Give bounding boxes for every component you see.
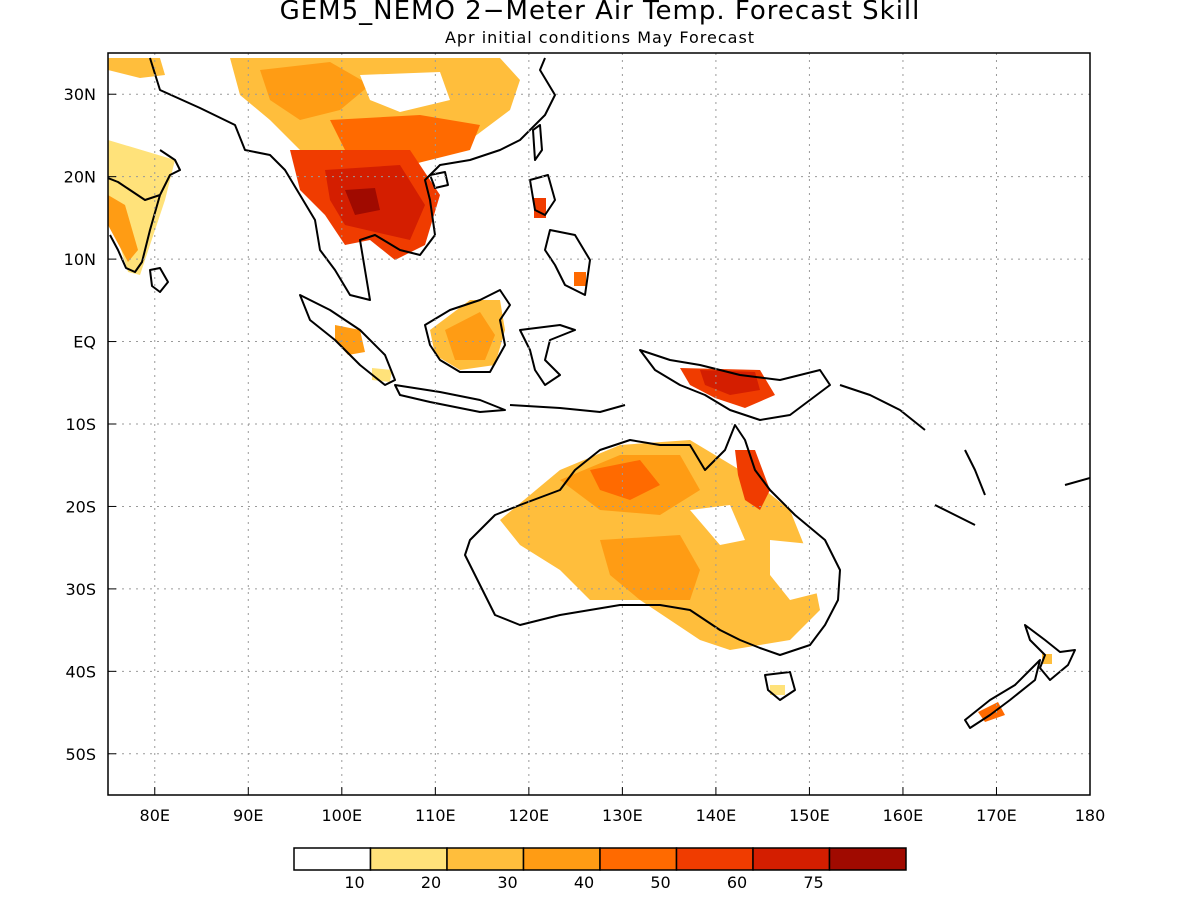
graticule — [108, 53, 1091, 795]
coastline-new-zealand-north — [1024, 624, 1076, 681]
lon-tick-label: 80E — [140, 806, 170, 825]
lon-tick-label: 170E — [976, 806, 1017, 825]
lon-tick-label: 150E — [789, 806, 830, 825]
lon-tick-label: 120E — [509, 806, 550, 825]
skill-region-philippines-s — [574, 272, 586, 286]
lat-tick-label: 50S — [65, 745, 96, 764]
coastline-lesser-sunda — [509, 404, 626, 413]
coastline-solomon-islands — [839, 384, 926, 431]
skill-region-new-zealand — [978, 702, 1005, 722]
lon-tick-label: 140E — [696, 806, 737, 825]
coastline-india — [108, 149, 181, 273]
coastline-new-caledonia — [934, 504, 976, 526]
colorbar-swatch — [599, 847, 678, 871]
colorbar-swatch — [675, 847, 754, 871]
skill-region-java — [372, 368, 392, 382]
lon-tick-label: 110E — [415, 806, 456, 825]
colorbar-swatch — [369, 847, 448, 871]
skill-region-tibet-inner — [260, 62, 370, 120]
skill-region-tasmania — [770, 685, 785, 695]
skill-region-queensland — [735, 450, 770, 510]
map-frame — [107, 52, 1091, 796]
colorbar-swatch — [522, 847, 601, 871]
coastline-sumatra — [299, 294, 396, 386]
coastline-java — [394, 384, 506, 413]
colorbar-label: 30 — [497, 873, 517, 892]
colorbar-label: 50 — [650, 873, 670, 892]
colorbar-label: 75 — [803, 873, 823, 892]
colorbar-swatch — [446, 847, 525, 871]
skill-region-australia-center — [600, 535, 700, 600]
lat-tick-label: 20N — [64, 168, 96, 187]
lat-tick-label: 30S — [65, 580, 96, 599]
lon-tick-label: 100E — [321, 806, 362, 825]
map-title: GEM5_NEMO 2−Meter Air Temp. Forecast Ski… — [279, 0, 921, 26]
lat-tick-label: 40S — [65, 662, 96, 681]
lon-tick-label: 180 — [1075, 806, 1106, 825]
colorbar-label: 60 — [727, 873, 747, 892]
coastline-tasmania — [764, 671, 796, 701]
coastline-new-guinea — [639, 349, 831, 421]
coastline-fiji — [1064, 477, 1090, 486]
skill-region-india-west — [108, 195, 138, 262]
coastline-layer — [108, 57, 1090, 729]
coastline-sulawesi — [519, 324, 576, 386]
coastline-mainland-asia — [149, 57, 556, 301]
coastline-vanuatu — [964, 449, 986, 496]
colorbar-swatch — [752, 847, 831, 871]
lon-tick-label: 130E — [602, 806, 643, 825]
lon-tick-label: 160E — [883, 806, 924, 825]
colorbar-swatch — [828, 847, 907, 871]
lat-tick-label: 20S — [65, 497, 96, 516]
coastline-new-zealand-south — [964, 659, 1041, 729]
skill-region-china-hole — [360, 72, 450, 112]
skill-region-australia-hole — [690, 505, 745, 545]
lat-tick-label: 10N — [64, 250, 96, 269]
latitude-labels: 30N 20N 10N EQ 10S 20S 30S 40S 50S — [64, 85, 96, 764]
colorbar-label: 20 — [421, 873, 441, 892]
skill-region-borneo-core — [445, 312, 495, 360]
colorbar-swatch — [293, 847, 372, 871]
map-subtitle: Apr initial conditions May Forecast — [444, 28, 756, 47]
coastline-borneo — [424, 289, 511, 373]
lon-tick-label: 90E — [233, 806, 263, 825]
coastline-australia — [464, 424, 841, 656]
longitude-labels: 80E 90E 100E 110E 120E 130E 140E 150E 160E 170E 18… — [140, 806, 1106, 825]
coastline-philippines — [529, 174, 591, 296]
colorbar-label: 10 — [344, 873, 364, 892]
lat-tick-label: EQ — [73, 333, 96, 352]
lat-tick-label: 30N — [64, 85, 96, 104]
coastline-sri-lanka — [149, 267, 169, 293]
skill-shading-layer — [108, 58, 1052, 722]
coastline-taiwan — [532, 124, 543, 161]
skill-region-indochina-peak — [345, 188, 380, 215]
skill-region-australia-east-hole — [770, 540, 830, 600]
colorbar-label: 40 — [574, 873, 594, 892]
skill-region-australia-top — [590, 460, 660, 500]
colorbar: 10 20 30 40 50 60 75 — [293, 847, 907, 892]
lat-tick-label: 10S — [65, 415, 96, 434]
coastline-hainan — [429, 171, 449, 189]
